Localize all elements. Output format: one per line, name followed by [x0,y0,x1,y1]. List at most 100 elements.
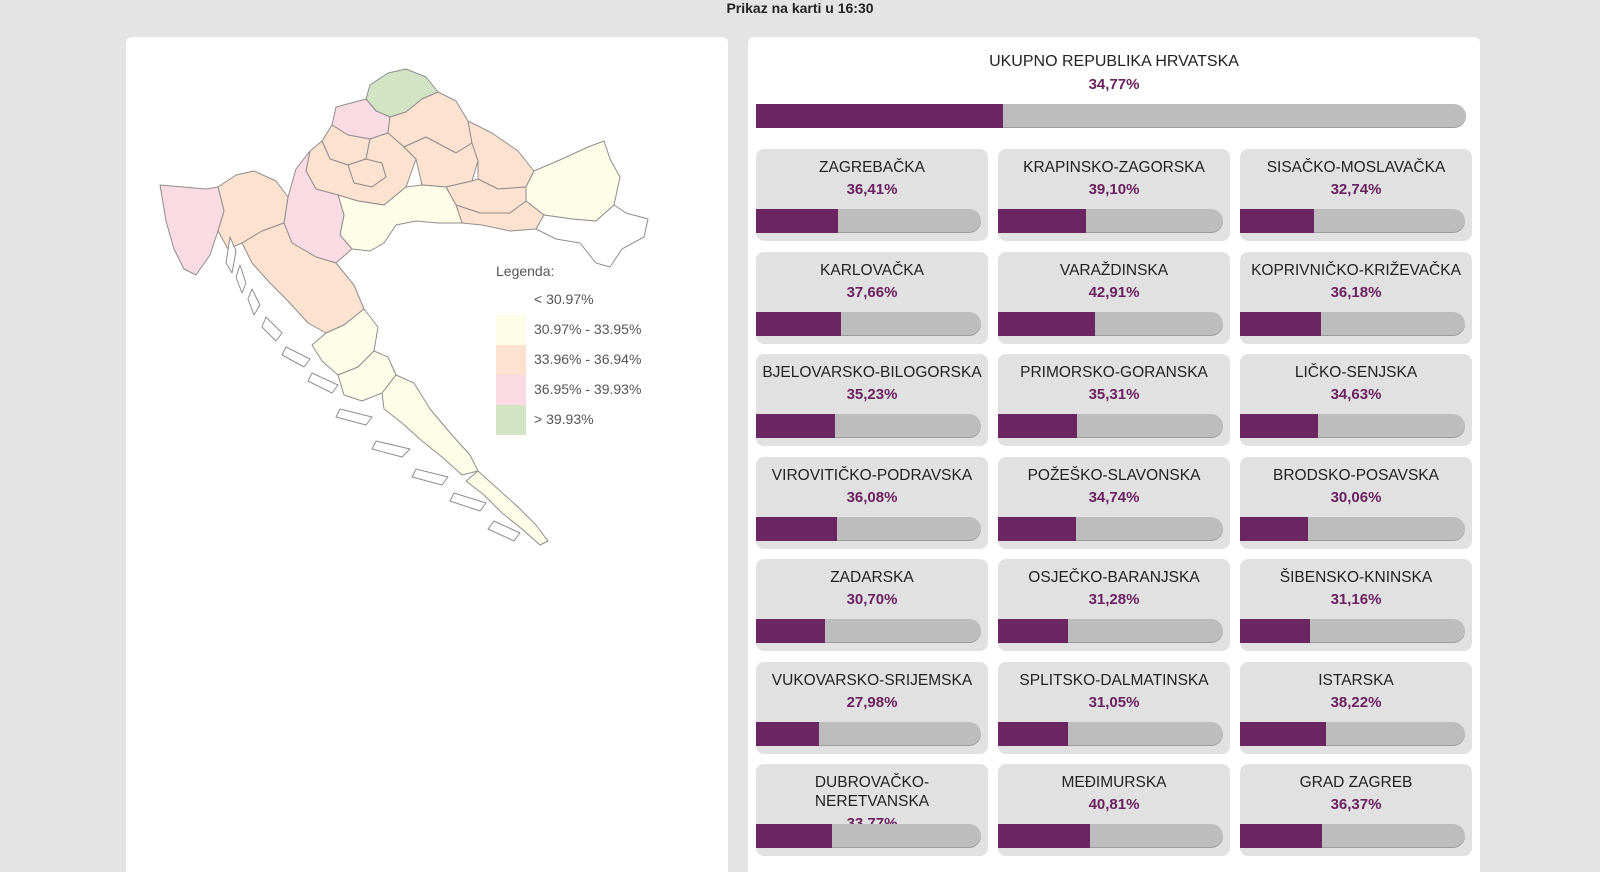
county-card: KOPRIVNIČKO-KRIŽEVAČKA 36,18% [1240,251,1472,344]
legend-item: < 30.97% [496,285,656,315]
legend-label: 33.96% - 36.94% [534,351,642,367]
county-percent: 31,28% [1088,591,1140,608]
county-progress-bar [1240,414,1465,438]
county-name: MEĐIMURSKA [1061,774,1167,791]
county-percent: 36,18% [1330,283,1382,301]
map-region-dubrovacko-neretvanska[interactable] [465,470,549,546]
county-progress-fill [998,721,1068,746]
map-region-osjecko-baranjska[interactable] [525,140,621,222]
county-progress-bar [756,209,981,233]
map-region-istarska[interactable] [159,184,225,276]
county-progress-bar [756,721,981,746]
croatia-map [159,68,649,546]
county-card: BRODSKO-POSAVSKA 30,06% [1240,456,1472,549]
county-progress-fill [1240,619,1311,643]
county-progress-bar [1240,824,1465,848]
county-progress-fill [998,414,1078,438]
county-name: LIČKO-SENJSKA [1294,364,1418,381]
county-name: BJELOVARSKO-BILOGORSKA [762,364,982,381]
county-percent: 34,63% [1330,386,1382,403]
county-name: VIROVITIČKO-PODRAVSKA [771,466,973,484]
county-card: ZADARSKA 30,70% [756,559,988,651]
county-percent: 36,41% [846,181,898,198]
county-progress-fill [998,619,1069,643]
county-progress-bar [1240,311,1465,336]
legend-title: Legenda: [496,263,555,279]
county-card: ZAGREBAČKA 36,41% [756,149,988,241]
county-progress-fill [756,311,841,336]
county-percent: 30,06% [1330,488,1382,506]
map-islands [225,236,521,542]
county-name: POŽEŠKO-SLAVONSKA [1027,466,1201,484]
results-panel: UKUPNO REPUBLIKA HRVATSKA 34,77% ZAGREBA… [748,37,1480,872]
county-progress-fill [998,311,1095,336]
county-card: MEĐIMURSKA 40,81% [998,764,1230,856]
legend-item: 33.96% - 36.94% [496,345,656,375]
county-name: KARLOVAČKA [820,261,924,279]
county-name: BRODSKO-POSAVSKA [1273,466,1439,484]
total-progress-fill [756,104,1003,128]
county-name: VARAŽDINSKA [1059,261,1169,279]
county-card: OSJEČKO-BARANJSKA 31,28% [998,559,1230,651]
county-progress-bar [998,209,1223,233]
map-region-vukovarsko-srijemska[interactable] [535,204,649,268]
county-progress-bar [1240,721,1465,746]
county-name: PRIMORSKO-GORANSKA [1020,364,1208,381]
county-progress-fill [756,619,826,643]
county-progress-bar [998,311,1223,336]
legend-swatch [496,375,526,405]
county-percent: 38,22% [1330,693,1382,711]
county-progress-fill [756,824,832,848]
map-panel: Legenda: < 30.97% 30.97% - 33.95% 33.96%… [126,37,728,872]
total-name: UKUPNO REPUBLIKA HRVATSKA [989,53,1239,70]
county-card: PRIMORSKO-GORANSKA 35,31% [998,354,1230,446]
map-region-splitsko-dalmatinska[interactable] [381,374,479,476]
county-percent: 40,81% [1088,796,1140,813]
county-percent: 31,05% [1088,693,1140,711]
total-progress-bar [756,104,1466,128]
county-progress-fill [998,516,1077,541]
county-progress-fill [998,209,1086,233]
legend-label: < 30.97% [534,291,594,307]
county-name: ZADARSKA [830,569,914,586]
county-progress-bar [756,516,981,541]
county-card: LIČKO-SENJSKA 34,63% [1240,354,1472,446]
county-percent: 34,74% [1088,488,1140,506]
page-title: Prikaz na karti u 16:30 [726,0,874,16]
county-percent: 32,74% [1330,181,1382,198]
county-progress-bar [756,311,981,336]
legend-label: 36.95% - 39.93% [534,381,642,397]
county-name: SISAČKO-MOSLAVAČKA [1266,159,1446,176]
county-progress-fill [1240,209,1314,233]
legend-item: > 39.93% [496,405,656,435]
county-percent: 37,66% [846,283,898,301]
county-progress-bar [1240,516,1465,541]
county-card: VARAŽDINSKA 42,91% [998,251,1230,344]
county-progress-fill [1240,721,1326,746]
county-progress-fill [756,414,836,438]
county-progress-bar [998,824,1223,848]
county-progress-bar [756,414,981,438]
legend-label: > 39.93% [534,411,594,427]
map-region-bjelovarsko-bilogorska[interactable] [403,136,479,188]
county-progress-fill [1240,516,1308,541]
county-progress-bar [998,721,1223,746]
county-name: SPLITSKO-DALMATINSKA [1019,671,1209,689]
legend-item: 36.95% - 39.93% [496,375,656,405]
county-card: SISAČKO-MOSLAVAČKA 32,74% [1240,149,1472,241]
county-card: POŽEŠKO-SLAVONSKA 34,74% [998,456,1230,549]
county-card: BJELOVARSKO-BILOGORSKA 35,23% [756,354,988,446]
county-card: VIROVITIČKO-PODRAVSKA 36,08% [756,456,988,549]
legend-swatch [496,285,526,315]
county-progress-fill [756,721,819,746]
county-progress-fill [1240,414,1318,438]
legend-swatch [496,315,526,345]
county-percent: 36,08% [846,488,898,506]
county-percent: 27,98% [846,693,898,711]
county-name: ISTARSKA [1318,671,1394,689]
county-card: VUKOVARSKO-SRIJEMSKA 27,98% [756,661,988,754]
county-progress-bar [998,619,1223,643]
county-name: ZAGREBAČKA [819,159,925,176]
legend-label: 30.97% - 33.95% [534,321,642,337]
county-name: GRAD ZAGREB [1299,774,1413,791]
